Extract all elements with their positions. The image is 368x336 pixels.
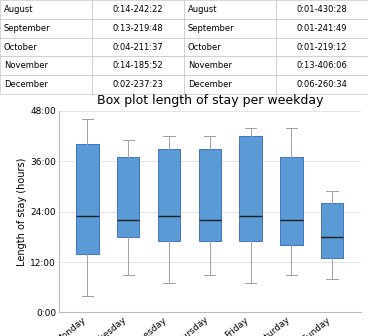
PathPatch shape (117, 157, 139, 237)
PathPatch shape (76, 144, 99, 254)
PathPatch shape (321, 203, 343, 258)
Title: Box plot length of stay per weekday: Box plot length of stay per weekday (96, 94, 323, 107)
PathPatch shape (158, 149, 180, 241)
PathPatch shape (239, 136, 262, 241)
PathPatch shape (199, 149, 221, 241)
Y-axis label: Length of stay (hours): Length of stay (hours) (17, 158, 28, 266)
PathPatch shape (280, 157, 302, 245)
